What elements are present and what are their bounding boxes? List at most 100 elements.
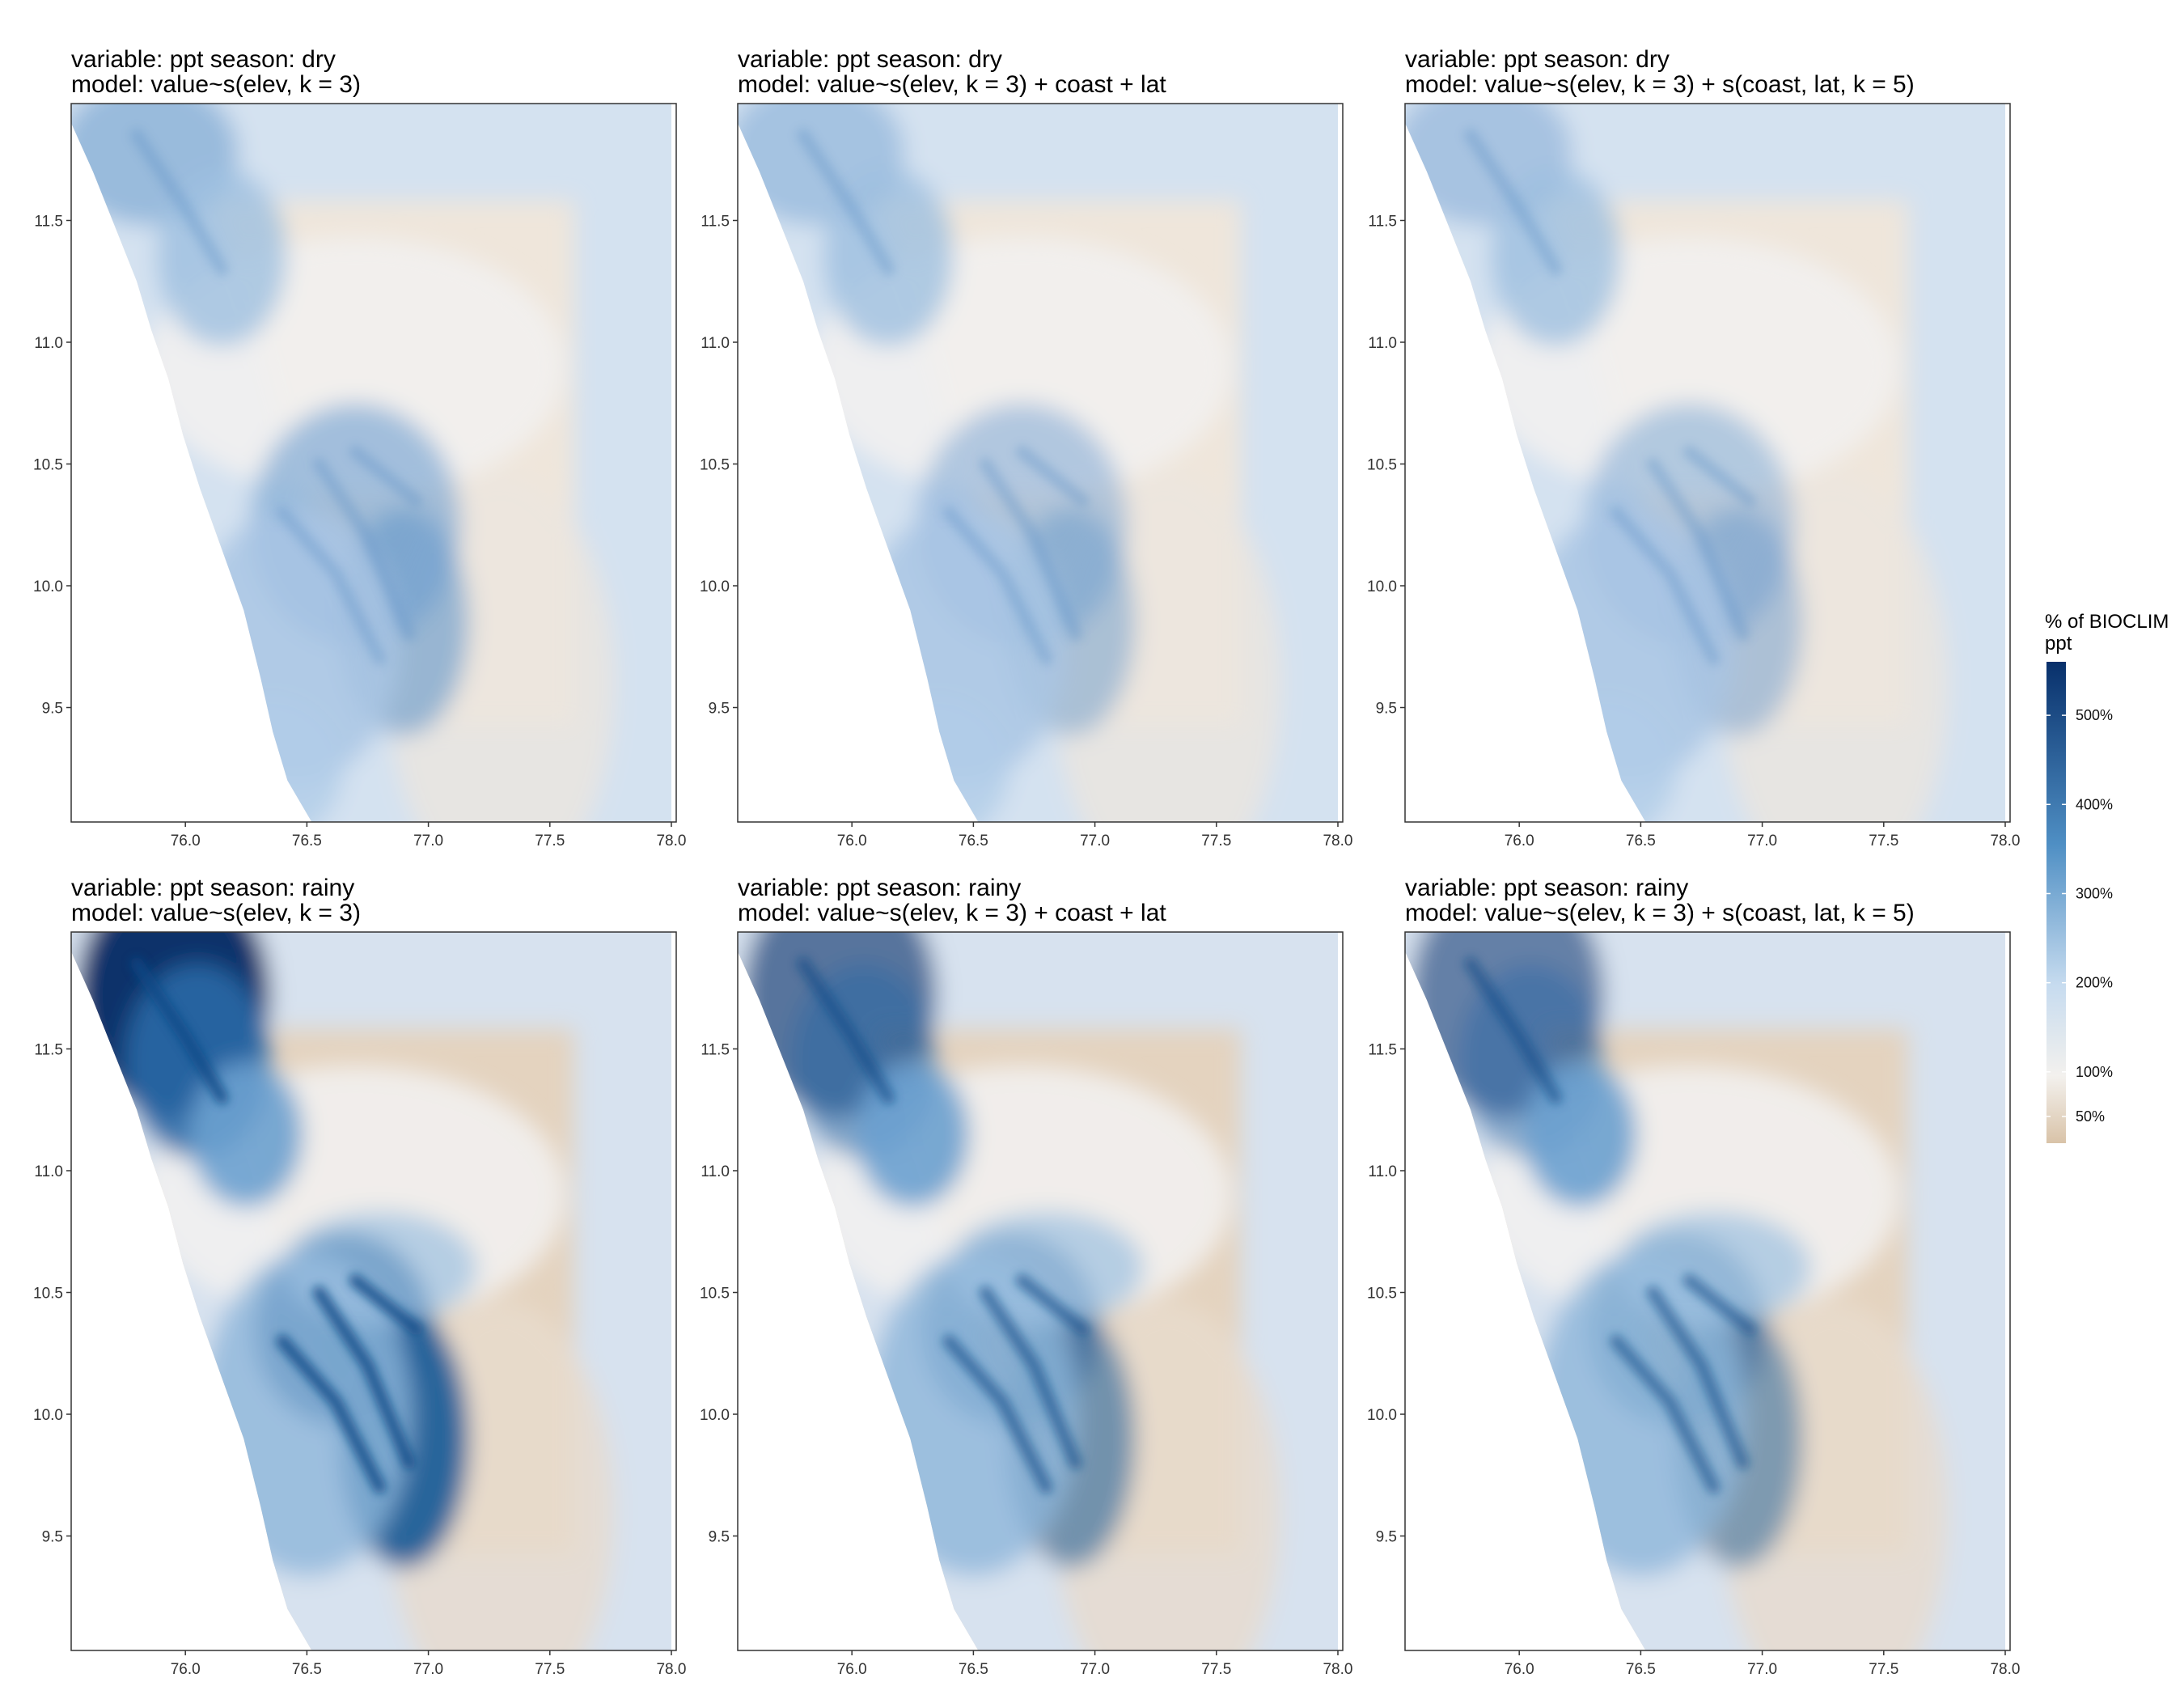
panel-title-variable: variable: ppt season: rainy bbox=[71, 875, 354, 901]
x-tick-label: 77.5 bbox=[1201, 833, 1231, 850]
panel-title-model: model: value~s(elev, k = 3) + s(coast, l… bbox=[1405, 900, 1915, 926]
x-tick-label: 76.0 bbox=[171, 833, 201, 850]
y-tick-label: 11.0 bbox=[34, 1163, 63, 1180]
panel-title-variable: variable: ppt season: rainy bbox=[1405, 875, 1688, 901]
x-tick-label: 76.5 bbox=[959, 1661, 988, 1678]
y-tick-label: 10.5 bbox=[1367, 1286, 1397, 1303]
x-tick-label: 78.0 bbox=[1990, 833, 2020, 850]
y-tick-label: 11.0 bbox=[34, 335, 63, 352]
y-tick-label: 9.5 bbox=[42, 1529, 63, 1546]
panel-title-model: model: value~s(elev, k = 3) + s(coast, l… bbox=[1405, 71, 1915, 98]
x-tick-label: 77.0 bbox=[1747, 833, 1777, 850]
y-tick-label: 11.5 bbox=[700, 213, 730, 230]
panel-border bbox=[737, 103, 1344, 823]
y-tick-label: 9.5 bbox=[1376, 701, 1397, 718]
x-tick-label: 76.5 bbox=[959, 833, 988, 850]
x-tick-label: 76.0 bbox=[171, 1661, 201, 1678]
x-tick-label: 77.0 bbox=[413, 833, 443, 850]
y-tick-label: 10.0 bbox=[700, 578, 730, 595]
x-tick-label: 76.0 bbox=[1505, 833, 1534, 850]
x-tick-label: 78.0 bbox=[1990, 1661, 2020, 1678]
x-tick-label: 76.0 bbox=[1505, 1661, 1534, 1678]
y-tick-label: 11.5 bbox=[700, 1041, 730, 1058]
panel-border bbox=[70, 103, 677, 823]
y-tick-label: 10.5 bbox=[1367, 457, 1397, 474]
y-tick-label: 10.0 bbox=[700, 1407, 730, 1424]
legend-tick-label: 50% bbox=[2076, 1108, 2105, 1125]
panel-title-model: model: value~s(elev, k = 3) + coast + la… bbox=[738, 900, 1166, 926]
legend-title-line2: ppt bbox=[2045, 633, 2072, 655]
y-tick-label: 10.5 bbox=[33, 1286, 63, 1303]
y-tick-label: 10.5 bbox=[700, 1286, 730, 1303]
y-tick-label: 10.0 bbox=[1367, 1407, 1397, 1424]
legend-tick-label: 500% bbox=[2076, 707, 2113, 723]
x-tick-label: 78.0 bbox=[1323, 833, 1352, 850]
x-tick-label: 77.0 bbox=[1080, 833, 1110, 850]
x-tick-label: 76.5 bbox=[292, 833, 322, 850]
precipitation-raster bbox=[1405, 104, 2005, 822]
y-tick-label: 11.0 bbox=[700, 1163, 730, 1180]
x-tick-label: 76.0 bbox=[837, 1661, 867, 1678]
panel-border bbox=[737, 931, 1344, 1651]
y-tick-label: 10.5 bbox=[33, 457, 63, 474]
x-tick-label: 76.0 bbox=[837, 833, 867, 850]
panel-border bbox=[1404, 103, 2011, 823]
y-tick-label: 11.0 bbox=[1368, 335, 1397, 352]
panel-title-variable: variable: ppt season: dry bbox=[71, 46, 336, 73]
x-tick-label: 77.5 bbox=[1869, 1661, 1898, 1678]
x-tick-label: 76.5 bbox=[292, 1661, 322, 1678]
panel-title-variable: variable: ppt season: dry bbox=[1405, 46, 1670, 73]
x-tick-label: 78.0 bbox=[656, 1661, 686, 1678]
legend-tick-label: 100% bbox=[2076, 1064, 2113, 1080]
y-tick-label: 9.5 bbox=[709, 701, 730, 718]
legend-tick-label: 300% bbox=[2076, 885, 2113, 901]
x-tick-label: 77.0 bbox=[1747, 1661, 1777, 1678]
panel-title-variable: variable: ppt season: dry bbox=[738, 46, 1002, 73]
legend-title-line1: % of BIOCLIM bbox=[2045, 611, 2169, 633]
x-tick-label: 77.0 bbox=[1080, 1661, 1110, 1678]
precipitation-raster bbox=[71, 104, 671, 822]
x-tick-label: 76.5 bbox=[1626, 833, 1656, 850]
panel-border bbox=[70, 931, 677, 1651]
y-tick-label: 10.0 bbox=[1367, 578, 1397, 595]
y-tick-label: 11.5 bbox=[34, 1041, 63, 1058]
precipitation-raster bbox=[738, 104, 1338, 822]
y-tick-label: 11.5 bbox=[34, 213, 63, 230]
y-tick-label: 11.5 bbox=[1368, 1041, 1397, 1058]
y-tick-label: 10.0 bbox=[33, 1407, 63, 1424]
y-tick-label: 9.5 bbox=[1376, 1529, 1397, 1546]
y-tick-label: 10.0 bbox=[33, 578, 63, 595]
panel-border bbox=[1404, 931, 2011, 1651]
y-tick-label: 11.0 bbox=[1368, 1163, 1397, 1180]
panel-title-model: model: value~s(elev, k = 3) bbox=[71, 71, 361, 98]
precipitation-raster bbox=[738, 932, 1338, 1650]
legend-colorbar bbox=[2046, 662, 2066, 1143]
x-tick-label: 77.5 bbox=[1869, 833, 1898, 850]
x-tick-label: 77.5 bbox=[535, 833, 565, 850]
x-tick-label: 77.5 bbox=[1201, 1661, 1231, 1678]
y-tick-label: 9.5 bbox=[42, 701, 63, 718]
y-tick-label: 11.5 bbox=[1368, 213, 1397, 230]
legend-tick-label: 200% bbox=[2076, 975, 2113, 991]
precipitation-raster bbox=[1405, 932, 2005, 1650]
x-tick-label: 77.5 bbox=[535, 1661, 565, 1678]
precipitation-raster bbox=[71, 932, 671, 1650]
x-tick-label: 77.0 bbox=[413, 1661, 443, 1678]
x-tick-label: 78.0 bbox=[656, 833, 686, 850]
panel-title-variable: variable: ppt season: rainy bbox=[738, 875, 1021, 901]
y-tick-label: 11.0 bbox=[700, 335, 730, 352]
y-tick-label: 9.5 bbox=[709, 1529, 730, 1546]
legend-tick-label: 400% bbox=[2076, 796, 2113, 812]
panel-title-model: model: value~s(elev, k = 3) + coast + la… bbox=[738, 71, 1166, 98]
x-tick-label: 76.5 bbox=[1626, 1661, 1656, 1678]
panel-title-model: model: value~s(elev, k = 3) bbox=[71, 900, 361, 926]
